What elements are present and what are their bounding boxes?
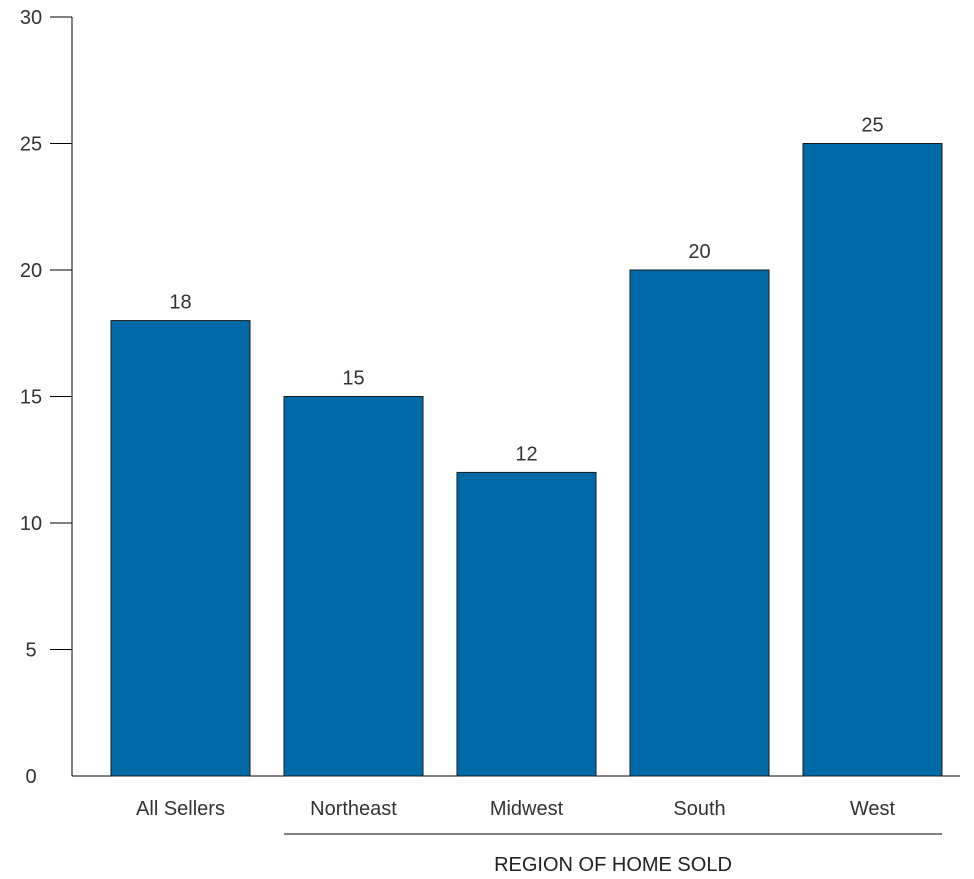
y-tick-label: 0 <box>25 766 36 788</box>
bar-value-label: 15 <box>342 368 364 390</box>
region-group-label: REGION OF HOME SOLD <box>494 854 732 876</box>
category-label: Northeast <box>310 798 397 820</box>
y-tick-label: 25 <box>20 134 42 156</box>
y-tick-label: 30 <box>20 7 42 29</box>
category-label: Midwest <box>490 798 564 820</box>
y-tick-label: 15 <box>20 387 42 409</box>
bar <box>802 143 943 777</box>
value-labels: 18 15 12 20 25 <box>169 115 883 466</box>
bar-value-label: 18 <box>169 292 191 314</box>
y-tick-label: 10 <box>20 513 42 535</box>
bars <box>110 143 943 777</box>
category-label: South <box>673 798 725 820</box>
category-label: West <box>850 798 896 820</box>
y-axis-ticks: 0 5 10 15 20 25 30 <box>20 7 72 788</box>
bar <box>283 396 424 777</box>
bar <box>629 269 770 777</box>
category-labels: All Sellers Northeast Midwest South West <box>136 798 895 820</box>
bar <box>110 320 251 777</box>
bar-value-label: 12 <box>515 443 537 465</box>
category-label: All Sellers <box>136 798 225 820</box>
bar-value-label: 25 <box>861 115 883 137</box>
y-tick-label: 5 <box>25 640 36 662</box>
y-tick-label: 20 <box>20 260 42 282</box>
bar <box>456 471 597 777</box>
bar-value-label: 20 <box>688 241 710 263</box>
